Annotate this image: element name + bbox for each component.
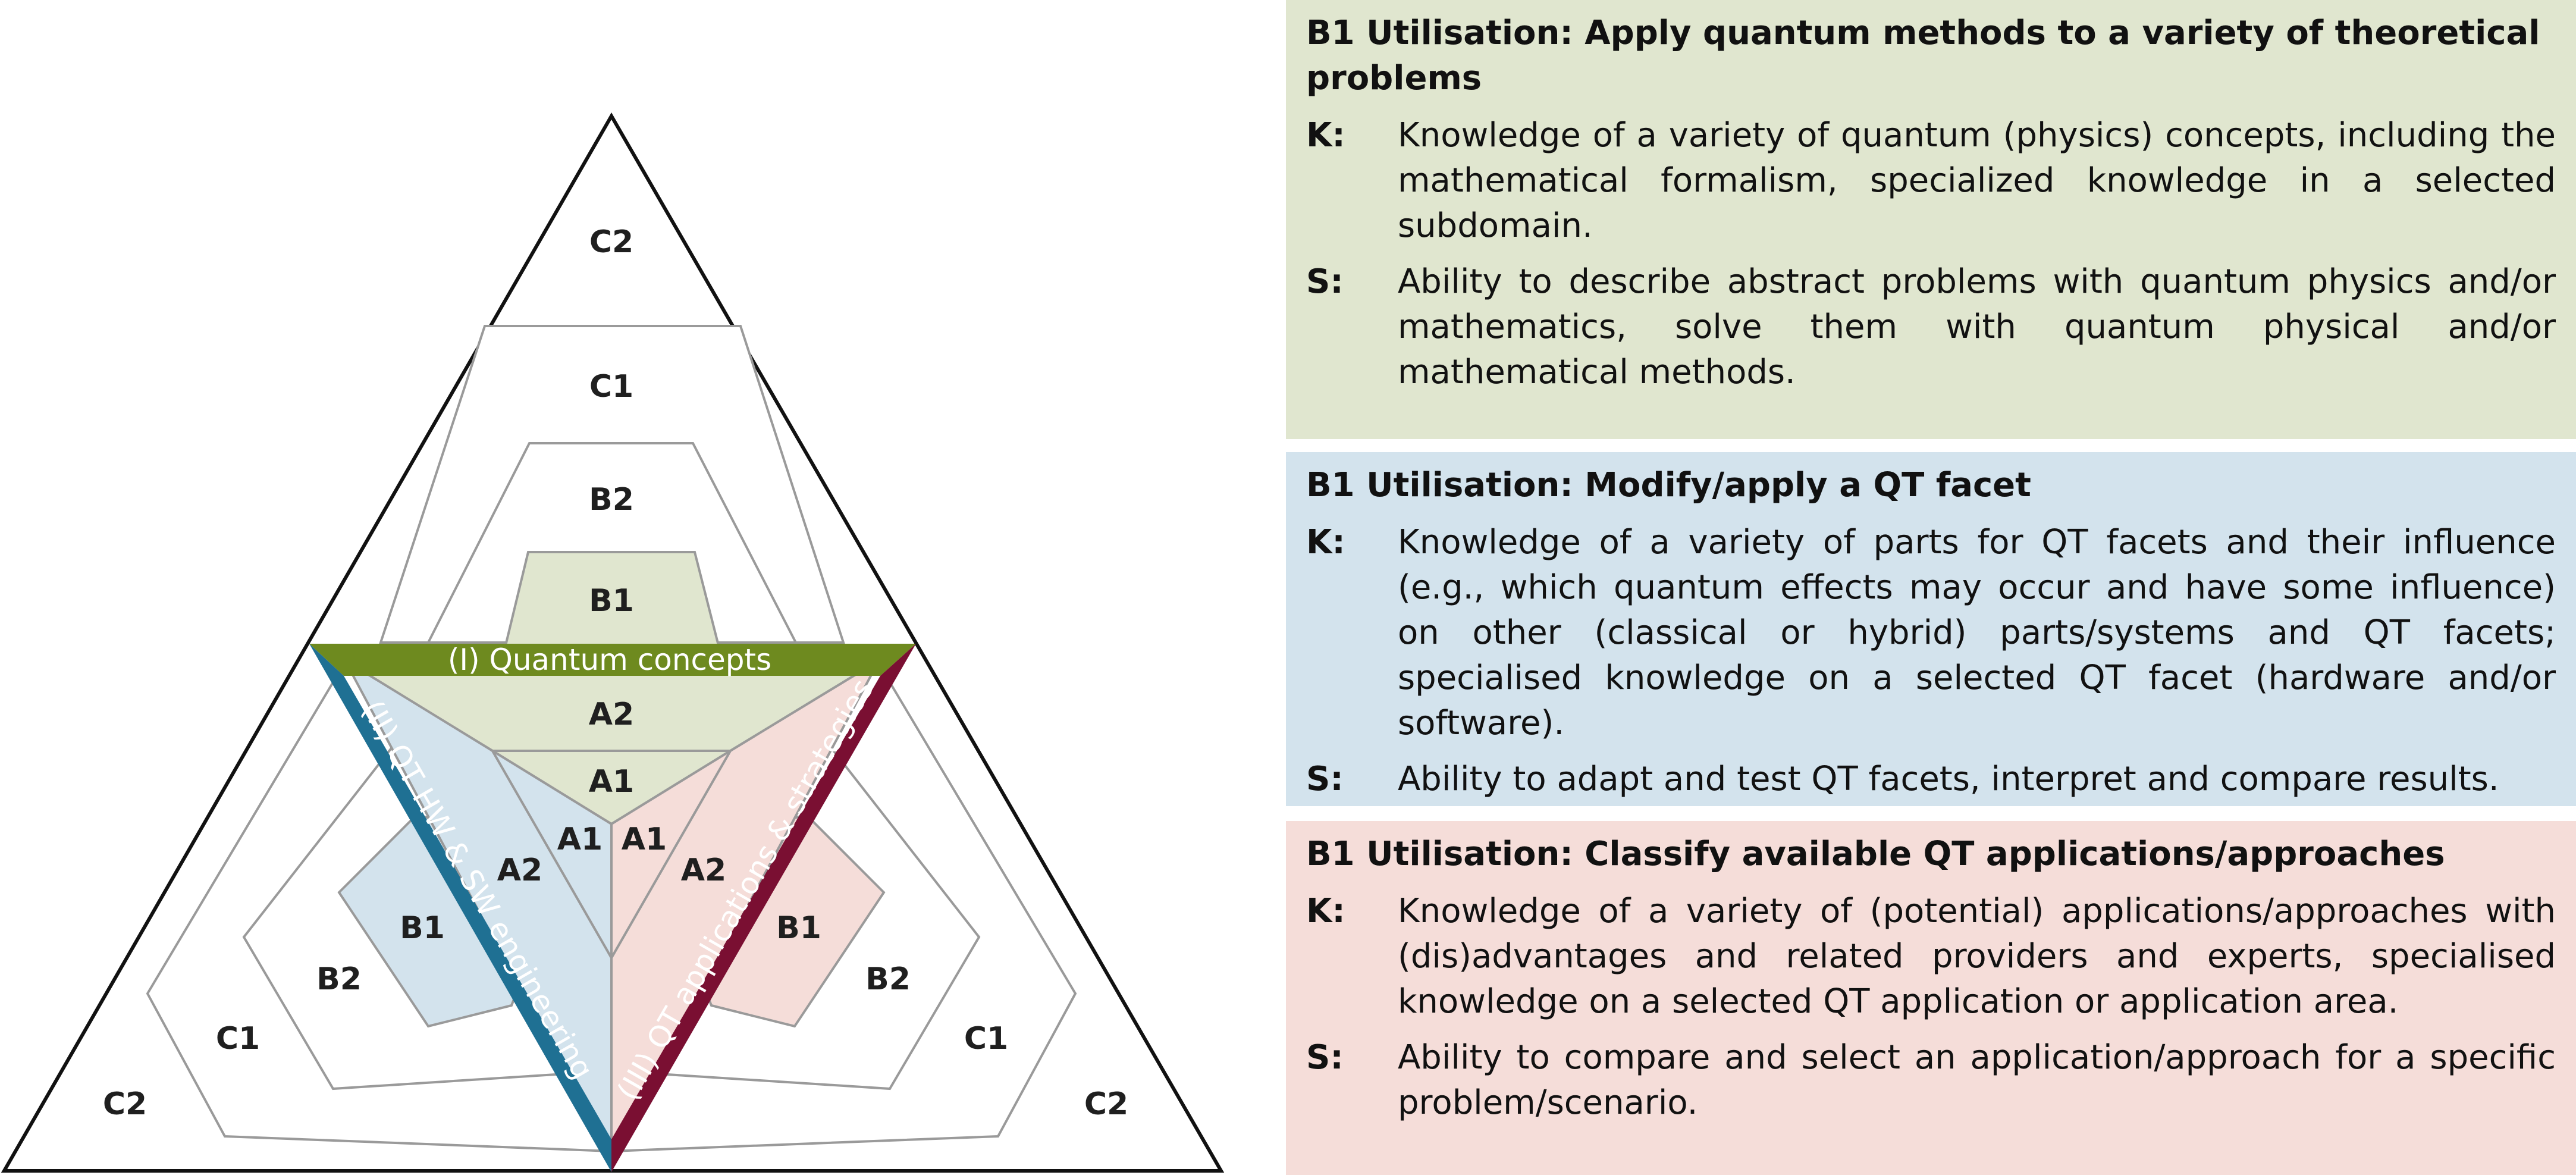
level-label-a2-left: A2 [497,853,542,888]
level-label-top-b1: B1 [589,583,634,619]
level-label-a2-right: A2 [681,853,726,888]
panel-quantum-concepts: B1 Utilisation: Apply quantum methods to… [1286,0,2576,439]
knowledge-label: K: [1306,523,1345,562]
level-label-left-b2: B2 [316,961,362,997]
level-label-a1-top: A1 [589,764,634,800]
level-label-left-c2: C2 [103,1086,147,1122]
knowledge-text: Knowledge of a variety of (potential) ap… [1398,892,2556,1021]
panel-qt-engineering: B1 Utilisation: Modify/apply a QT facet … [1286,452,2576,806]
level-label-a1-right: A1 [622,822,667,857]
knowledge-label: K: [1306,892,1345,930]
knowledge-row: K: Knowledge of a variety of parts for Q… [1306,520,2556,746]
skills-label: S: [1306,760,1344,798]
band-label-concepts: (I) Quantum concepts [448,643,771,677]
band-concepts [309,644,916,676]
level-label-top-b2: B2 [589,482,634,518]
competence-triangle-diagram: (I) Quantum concepts (II) QT HW & SW eng… [1,112,1225,1173]
level-label-a2-top: A2 [589,697,634,732]
level-label-left-c1: C1 [216,1021,260,1057]
level-label-right-c1: C1 [964,1021,1008,1057]
level-label-a1-left: A1 [557,822,603,857]
skills-text: Ability to adapt and test QT facets, int… [1398,760,2499,798]
panel-title: B1 Utilisation: Classify available QT ap… [1306,835,2445,873]
skills-label: S: [1306,262,1344,301]
knowledge-text: Knowledge of a variety of parts for QT f… [1398,523,2556,742]
level-label-right-b1: B1 [776,910,821,946]
panel-qt-applications: B1 Utilisation: Classify available QT ap… [1286,821,2576,1175]
band-applications [611,644,916,1172]
knowledge-text: Knowledge of a variety of quantum (physi… [1398,116,2556,245]
level-label-top-c1: C1 [589,369,633,405]
skills-text: Ability to describe abstract problems wi… [1398,262,2556,391]
skills-row: S: Ability to compare and select an appl… [1306,1035,2556,1126]
knowledge-row: K: Knowledge of a variety of quantum (ph… [1306,113,2556,249]
skills-text: Ability to compare and select an applica… [1398,1038,2556,1122]
level-label-right-b2: B2 [865,961,911,997]
inner-a1-right [610,750,732,963]
skills-row: S: Ability to describe abstract problems… [1306,259,2556,395]
level-label-right-c2: C2 [1084,1086,1128,1122]
level-label-left-b1: B1 [400,910,445,946]
knowledge-label: K: [1306,116,1345,155]
knowledge-row: K: Knowledge of a variety of (potential)… [1306,889,2556,1024]
band-engineering [309,644,611,1172]
level-label-top-c2: C2 [589,224,633,260]
panel-title: B1 Utilisation: Apply quantum methods to… [1306,14,2540,98]
skills-row: S: Ability to adapt and test QT facets, … [1306,757,2556,802]
panel-title: B1 Utilisation: Modify/apply a QT facet [1306,466,2031,505]
skills-label: S: [1306,1038,1344,1077]
